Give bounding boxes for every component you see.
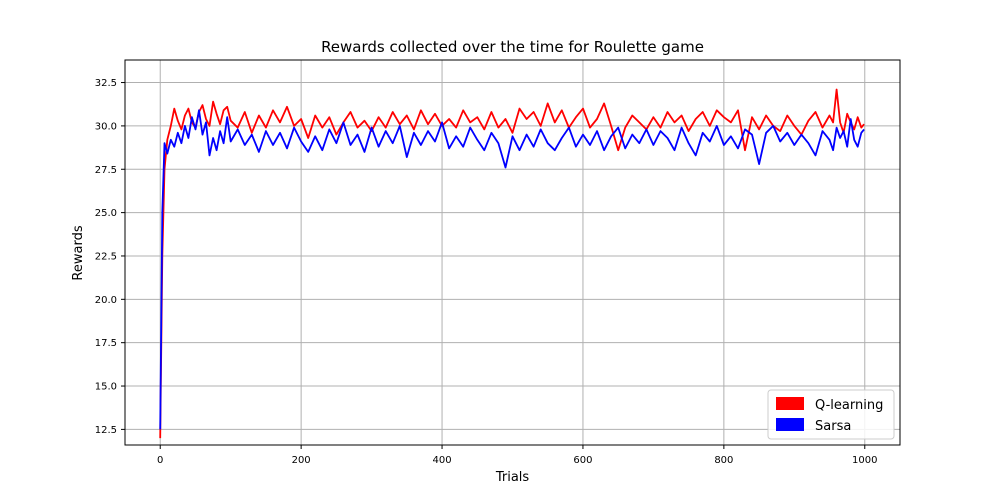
y-tick-label: 22.5 xyxy=(95,251,117,262)
y-axis-label: Rewards xyxy=(71,225,86,280)
x-tick-label: 600 xyxy=(573,455,592,466)
y-tick-label: 25.0 xyxy=(95,208,117,219)
plot-area-frame xyxy=(124,59,901,446)
series-line-sarsa xyxy=(159,109,865,430)
series-lines xyxy=(159,88,865,439)
legend-swatch-sarsa xyxy=(776,418,804,431)
legend-swatch-q-learning xyxy=(776,397,804,410)
x-tick-label: 400 xyxy=(432,455,451,466)
y-tick-label: 30.0 xyxy=(95,121,117,132)
y-tick-label: 20.0 xyxy=(95,295,117,306)
y-tick-label: 32.5 xyxy=(95,78,117,89)
axis-ticks: 0 200 400 600 800 1000 12.5 15.0 17.5 20.0 22.5 25.… xyxy=(95,78,878,466)
y-tick-label: 12.5 xyxy=(95,425,117,436)
y-tick-label: 27.5 xyxy=(95,165,117,176)
series-line-q-learning xyxy=(159,88,865,439)
y-tick-label: 15.0 xyxy=(95,382,117,393)
x-tick-label: 800 xyxy=(714,455,733,466)
legend-label-q-learning: Q-learning xyxy=(815,398,883,413)
x-axis-label: Trials xyxy=(495,470,530,485)
chart-title: Rewards collected over the time for Roul… xyxy=(321,38,704,56)
y-tick-label: 17.5 xyxy=(95,338,117,349)
x-tick-label: 1000 xyxy=(852,455,877,466)
x-tick-label: 0 xyxy=(157,455,163,466)
legend-label-sarsa: Sarsa xyxy=(815,419,851,434)
x-tick-label: 200 xyxy=(292,455,311,466)
legend: Q-learning Sarsa xyxy=(767,389,895,440)
